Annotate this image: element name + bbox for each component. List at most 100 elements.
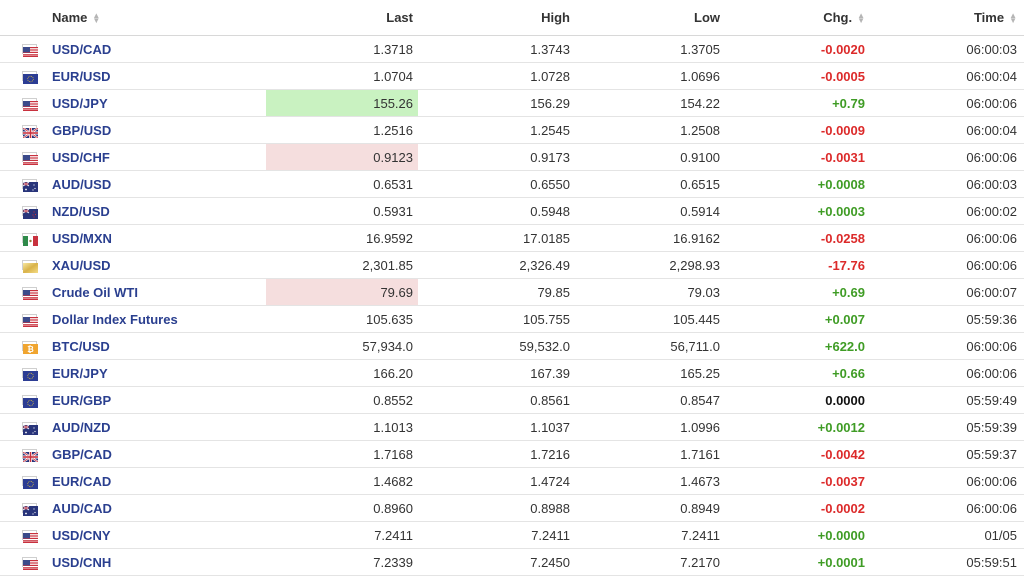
instrument-name-link[interactable]: Crude Oil WTI	[52, 279, 262, 305]
last-price: 1.3718	[266, 36, 418, 62]
low-price: 7.2411	[570, 522, 720, 548]
instrument-name[interactable]: EUR/GBP	[52, 392, 112, 408]
time-text: 06:00:06	[966, 230, 1017, 246]
instrument-name[interactable]: EUR/JPY	[52, 365, 108, 381]
instrument-name-link[interactable]: GBP/USD	[52, 117, 262, 143]
low-value: 7.2170	[680, 554, 720, 570]
instrument-name[interactable]: Crude Oil WTI	[52, 284, 138, 300]
last-value: 0.8960	[373, 500, 413, 516]
instrument-name[interactable]: USD/CAD	[52, 41, 112, 57]
table-row[interactable]: NZD/USD 0.5931 0.5948 0.5914 +0.0003 06:00:02	[0, 198, 1024, 225]
column-header-low[interactable]: Low	[570, 0, 720, 35]
us-flag-icon	[22, 36, 38, 62]
instrument-name-link[interactable]: USD/CHF	[52, 144, 262, 170]
instrument-name-link[interactable]: USD/MXN	[52, 225, 262, 251]
change-value: -0.0042	[720, 441, 865, 467]
instrument-name[interactable]: AUD/NZD	[52, 419, 111, 435]
last-value: 16.9592	[366, 230, 413, 246]
instrument-name[interactable]: USD/CHF	[52, 149, 110, 165]
last-value: 166.20	[373, 365, 413, 381]
table-row[interactable]: ₿ BTC/USD 57,934.0 59,532.0 56,711.0 +622.0 06…	[0, 333, 1024, 360]
change-value: -0.0037	[720, 468, 865, 494]
table-row[interactable]: USD/MXN 16.9592 17.0185 16.9162 -0.0258 06:00…	[0, 225, 1024, 252]
time-value: 05:59:39	[865, 414, 1017, 440]
instrument-name[interactable]: EUR/CAD	[52, 473, 112, 489]
table-row[interactable]: USD/CNY 7.2411 7.2411 7.2411 +0.0000 01/05	[0, 522, 1024, 549]
instrument-name-link[interactable]: USD/JPY	[52, 90, 262, 116]
instrument-name-link[interactable]: AUD/NZD	[52, 414, 262, 440]
instrument-name-link[interactable]: EUR/USD	[52, 63, 262, 89]
nz-flag-icon	[22, 198, 38, 224]
us-flag-icon	[22, 279, 38, 305]
high-price: 0.8561	[418, 387, 570, 413]
instrument-name-link[interactable]: NZD/USD	[52, 198, 262, 224]
last-price: 0.6531	[266, 171, 418, 197]
time-text: 06:00:06	[966, 473, 1017, 489]
low-price: 105.445	[570, 306, 720, 332]
instrument-name-link[interactable]: USD/CNH	[52, 549, 262, 575]
table-row[interactable]: Crude Oil WTI 79.69 79.85 79.03 +0.69 06:00:0…	[0, 279, 1024, 306]
column-header-time-label: Time	[973, 10, 1005, 25]
change-value: -0.0258	[720, 225, 865, 251]
instrument-name[interactable]: EUR/USD	[52, 68, 111, 84]
table-row[interactable]: AUD/CAD 0.8960 0.8988 0.8949 -0.0002 06:00:06	[0, 495, 1024, 522]
instrument-name-link[interactable]: BTC/USD	[52, 333, 262, 359]
table-row[interactable]: EUR/GBP 0.8552 0.8561 0.8547 0.0000 05:59:49	[0, 387, 1024, 414]
instrument-name-link[interactable]: XAU/USD	[52, 252, 262, 278]
instrument-name-link[interactable]: AUD/CAD	[52, 495, 262, 521]
table-row[interactable]: USD/CNH 7.2339 7.2450 7.2170 +0.0001 05:59:51	[0, 549, 1024, 576]
table-row[interactable]: EUR/JPY 166.20 167.39 165.25 +0.66 06:00:06	[0, 360, 1024, 387]
instrument-name-link[interactable]: USD/CAD	[52, 36, 262, 62]
column-header-high[interactable]: High	[418, 0, 570, 35]
table-row[interactable]: AUD/USD 0.6531 0.6550 0.6515 +0.0008 06:00:03	[0, 171, 1024, 198]
table-row[interactable]: USD/CHF 0.9123 0.9173 0.9100 -0.0031 06:00:06	[0, 144, 1024, 171]
last-price: 57,934.0	[266, 333, 418, 359]
instrument-name[interactable]: BTC/USD	[52, 338, 110, 354]
high-price: 79.85	[418, 279, 570, 305]
column-header-name-label: Name	[52, 10, 88, 25]
last-value: 0.5931	[373, 203, 413, 219]
low-price: 1.2508	[570, 117, 720, 143]
table-row[interactable]: GBP/CAD 1.7168 1.7216 1.7161 -0.0042 05:59:37	[0, 441, 1024, 468]
instrument-name-link[interactable]: EUR/JPY	[52, 360, 262, 386]
time-text: 05:59:49	[966, 392, 1017, 408]
table-row[interactable]: Dollar Index Futures 105.635 105.755 105.44…	[0, 306, 1024, 333]
column-header-time[interactable]: Time ▲ ▼	[865, 0, 1017, 35]
table-row[interactable]: EUR/USD 1.0704 1.0728 1.0696 -0.0005 06:00:04	[0, 63, 1024, 90]
instrument-name[interactable]: NZD/USD	[52, 203, 110, 219]
instrument-name[interactable]: USD/JPY	[52, 95, 108, 111]
table-row[interactable]: USD/CAD 1.3718 1.3743 1.3705 -0.0020 06:00:03	[0, 36, 1024, 63]
instrument-name[interactable]: GBP/USD	[52, 122, 112, 138]
change-value: +0.69	[720, 279, 865, 305]
instrument-name-link[interactable]: USD/CNY	[52, 522, 262, 548]
sort-icon: ▲ ▼	[92, 10, 101, 25]
instrument-name[interactable]: AUD/CAD	[52, 500, 112, 516]
high-price: 167.39	[418, 360, 570, 386]
last-value: 105.635	[366, 311, 413, 327]
instrument-name-link[interactable]: EUR/CAD	[52, 468, 262, 494]
instrument-name[interactable]: USD/MXN	[52, 230, 112, 246]
high-price: 105.755	[418, 306, 570, 332]
last-price: 1.0704	[266, 63, 418, 89]
instrument-name[interactable]: GBP/CAD	[52, 446, 112, 462]
instrument-name-link[interactable]: GBP/CAD	[52, 441, 262, 467]
column-header-last[interactable]: Last	[266, 0, 418, 35]
instrument-name-link[interactable]: AUD/USD	[52, 171, 262, 197]
table-row[interactable]: USD/JPY 155.26 156.29 154.22 +0.79 06:00:06	[0, 90, 1024, 117]
column-header-name[interactable]: Name ▲ ▼	[52, 0, 262, 35]
table-row[interactable]: AUD/NZD 1.1013 1.1037 1.0996 +0.0012 05:59:39	[0, 414, 1024, 441]
instrument-name-link[interactable]: EUR/GBP	[52, 387, 262, 413]
instrument-name[interactable]: Dollar Index Futures	[52, 311, 178, 327]
instrument-name[interactable]: AUD/USD	[52, 176, 112, 192]
instrument-name-link[interactable]: Dollar Index Futures	[52, 306, 262, 332]
column-header-chg[interactable]: Chg. ▲ ▼	[720, 0, 865, 35]
table-row[interactable]: GBP/USD 1.2516 1.2545 1.2508 -0.0009 06:00:04	[0, 117, 1024, 144]
change-text: +0.007	[824, 311, 865, 327]
table-row[interactable]: EUR/CAD 1.4682 1.4724 1.4673 -0.0037 06:00:06	[0, 468, 1024, 495]
instrument-name[interactable]: USD/CNH	[52, 554, 112, 570]
instrument-name[interactable]: USD/CNY	[52, 527, 111, 543]
instrument-name[interactable]: XAU/USD	[52, 257, 111, 273]
table-row[interactable]: XAU/USD 2,301.85 2,326.49 2,298.93 -17.76 06:…	[0, 252, 1024, 279]
high-value: 0.5948	[530, 203, 570, 219]
low-price: 165.25	[570, 360, 720, 386]
